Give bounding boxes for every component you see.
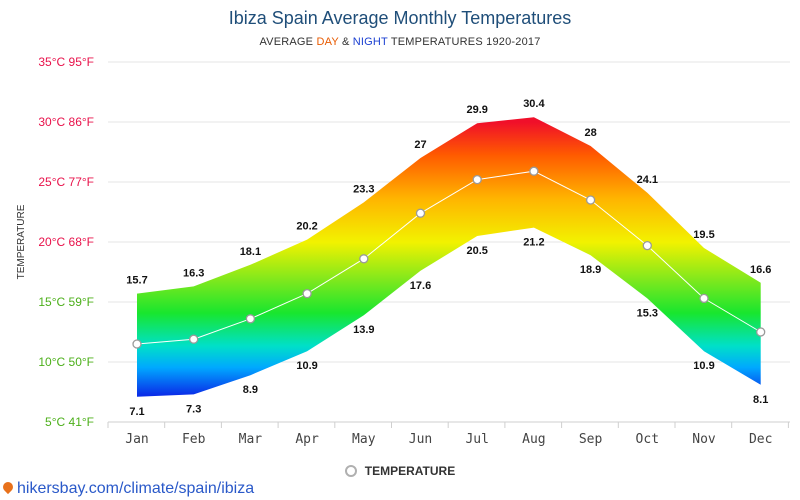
low-value-label: 8.1 xyxy=(753,394,768,406)
average-point xyxy=(699,293,709,304)
area-layer xyxy=(137,117,761,397)
low-value-label: 8.9 xyxy=(243,384,258,396)
x-tick-label: Sep xyxy=(579,432,603,447)
average-point xyxy=(415,208,426,218)
average-point xyxy=(756,327,766,337)
high-value-label: 16.3 xyxy=(183,267,204,279)
low-value-label: 21.2 xyxy=(523,237,544,249)
y-tick-label: 25°C 77°F xyxy=(38,175,94,189)
low-value-label: 13.9 xyxy=(353,324,374,336)
location-pin-icon xyxy=(0,479,16,494)
y-tick-label: 5°C 41°F xyxy=(45,415,94,429)
average-point xyxy=(359,254,369,264)
x-tick-label: May xyxy=(352,432,376,447)
low-value-label: 18.9 xyxy=(580,264,601,276)
average-point xyxy=(132,339,142,349)
legend-label: TEMPERATURE xyxy=(364,464,456,478)
high-value-label: 15.7 xyxy=(126,275,147,287)
x-tick-label: Nov xyxy=(692,432,716,447)
subtitle-night: NIGHT xyxy=(352,36,388,48)
y-tick-label: 15°C 59°F xyxy=(38,295,94,309)
subtitle-prefix: AVERAGE xyxy=(259,36,317,48)
average-temperature-line xyxy=(136,170,761,345)
label-layer: 15.7 16.3 18.1 20.2 23.3 27 29.9 30.4 28 24.1 19.5… xyxy=(126,98,771,418)
low-value-label: 7.1 xyxy=(129,406,144,418)
y-tick-label: 30°C 86°F xyxy=(38,115,94,129)
low-value-label: 7.3 xyxy=(186,403,201,415)
axis-layer: 35°C 95°F 30°C 86°F 25°C 77°F 20°C 68°F 15°C… xyxy=(16,55,790,447)
high-value-label: 18.1 xyxy=(240,246,261,258)
high-value-label: 28 xyxy=(584,127,596,139)
low-value-label: 20.5 xyxy=(466,245,487,257)
low-value-label: 15.3 xyxy=(637,307,658,319)
y-tick-label: 20°C 68°F xyxy=(38,235,94,249)
high-value-label: 29.9 xyxy=(466,104,487,116)
y-axis-title: TEMPERATURE xyxy=(16,204,27,279)
high-value-label: 20.2 xyxy=(296,221,317,233)
subtitle-day: DAY xyxy=(316,36,339,48)
x-tick-label: Jan xyxy=(125,432,148,447)
low-value-label: 10.9 xyxy=(693,360,714,372)
source-url: hikersbay.com/climate/spain/ibiza xyxy=(17,480,255,497)
high-value-label: 27 xyxy=(414,139,426,151)
average-point xyxy=(245,314,256,324)
high-value-label: 23.3 xyxy=(353,183,374,195)
x-tick-label: Jul xyxy=(465,432,488,447)
temperature-band xyxy=(137,117,761,397)
high-value-label: 30.4 xyxy=(523,98,545,110)
x-tick-label: Mar xyxy=(239,432,263,447)
average-point xyxy=(642,240,652,251)
x-tick-label: Feb xyxy=(182,432,206,447)
chart-legend: TEMPERATURE xyxy=(0,464,800,478)
x-tick-label: Jun xyxy=(409,432,432,447)
x-tick-label: Oct xyxy=(636,432,659,447)
high-value-label: 16.6 xyxy=(750,264,771,276)
x-tick-label: Dec xyxy=(749,432,772,447)
high-value-label: 24.1 xyxy=(637,174,658,186)
average-point xyxy=(472,174,482,185)
average-point xyxy=(189,334,199,344)
low-value-label: 17.6 xyxy=(410,280,431,292)
high-value-label: 19.5 xyxy=(693,229,714,241)
low-value-label: 10.9 xyxy=(296,360,317,372)
x-tick-label: Aug xyxy=(522,432,545,447)
average-point xyxy=(585,195,596,205)
average-point xyxy=(529,166,539,176)
temperature-chart: 15.7 16.3 18.1 20.2 23.3 27 29.9 30.4 28 24.1 19.5… xyxy=(16,55,790,447)
y-tick-label: 10°C 50°F xyxy=(38,355,94,369)
line-layer xyxy=(132,166,766,349)
chart-title: Ibiza Spain Average Monthly Temperatures xyxy=(228,8,572,28)
legend-circle-icon xyxy=(344,464,357,477)
y-tick-label: 35°C 95°F xyxy=(38,55,94,69)
subtitle-amp: & xyxy=(338,36,353,48)
x-tick-label: Apr xyxy=(295,432,319,447)
source-link[interactable]: hikersbay.com/climate/spain/ibiza xyxy=(0,479,255,498)
subtitle-suffix: TEMPERATURES 1920-2017 xyxy=(387,36,541,48)
chart-subtitle: AVERAGE DAY & NIGHT TEMPERATURES 1920-20… xyxy=(0,36,800,48)
average-point xyxy=(302,288,312,299)
